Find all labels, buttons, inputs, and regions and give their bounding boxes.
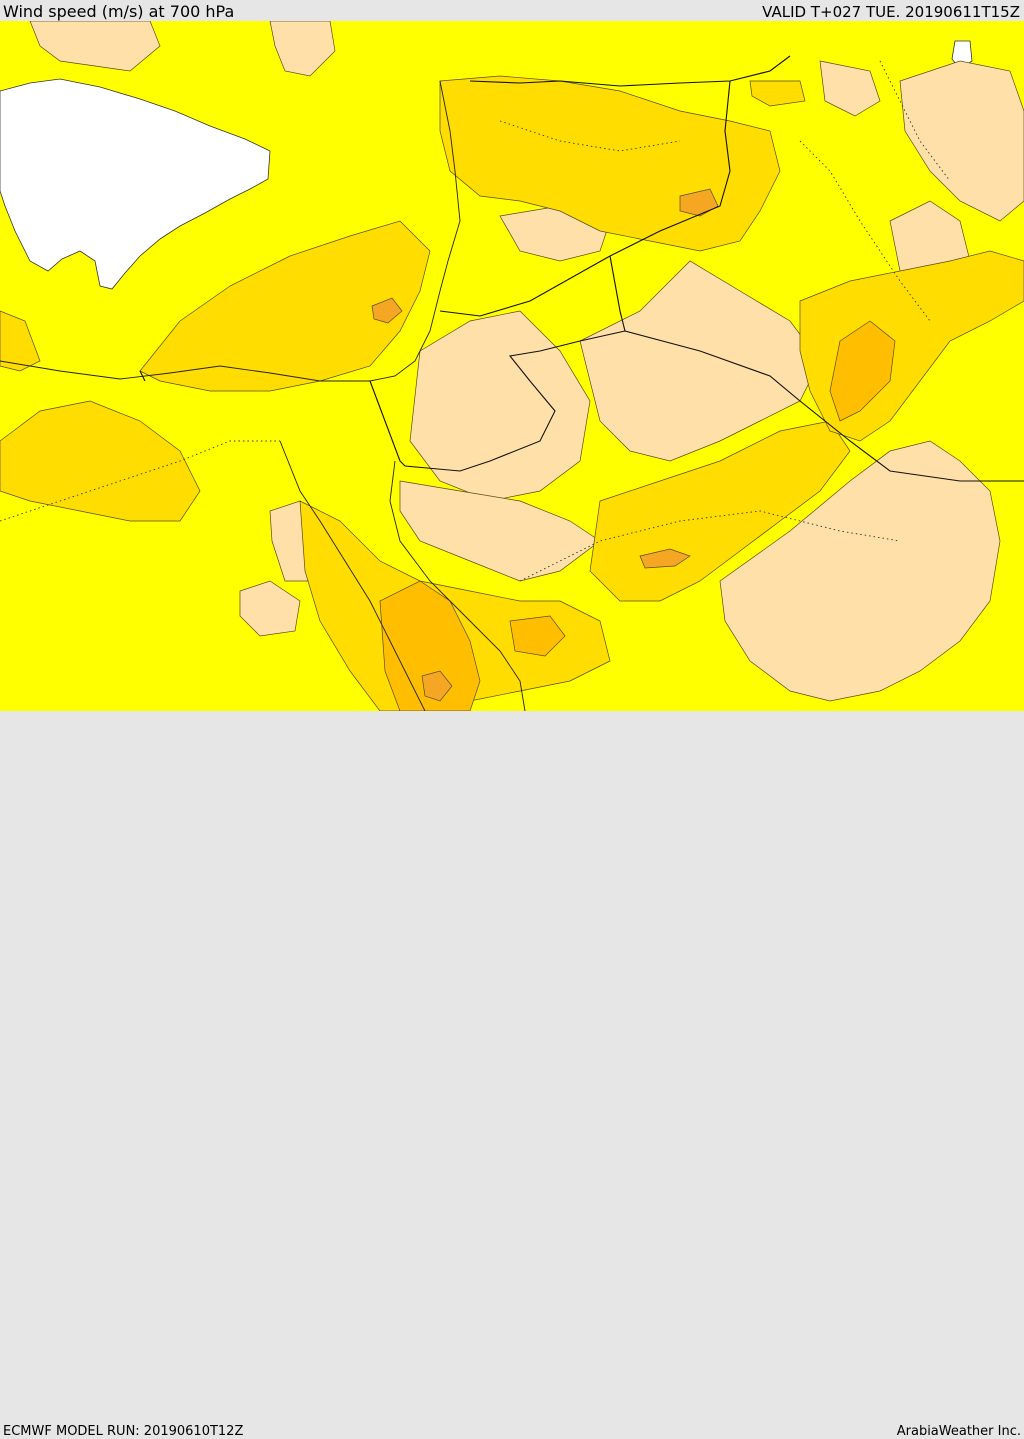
calm-zone-nw [29,21,161,72]
syria-turkey-border [469,55,791,87]
strongest-zone-levant-sea [371,297,403,324]
moderate-zone-north-iraq [749,80,806,107]
calm-zone-east [819,60,881,117]
saudi-internal-border [519,510,901,582]
mediterranean-sea [0,78,271,290]
calm-zone-jordan [409,310,591,502]
footer-bar: ECMWF MODEL RUN: 20190610T12Z ArabiaWeat… [0,711,1024,1439]
strong-zone-iraq [829,320,896,422]
calm-zone-north [269,21,336,77]
model-run-label: ECMWF MODEL RUN: 20190610T12Z [3,1424,244,1439]
egypt-internal-border [0,440,280,522]
credit-label: ArabiaWeather Inc. [896,1424,1021,1439]
jordan-saudi-border [404,330,626,472]
calm-zone-egypt [239,580,301,637]
calm-zone-saudi-north [399,480,601,582]
strong-zone-hejaz [509,615,566,657]
calm-zone-iran [899,60,1024,222]
red-sea-coastline [279,440,426,711]
syria-jordan-border [439,255,611,317]
egypt-sudan-border [139,370,146,382]
syria-iraq-border [609,80,731,257]
israel-egypt-border [369,380,406,467]
jordan-iraq-border [609,255,1024,482]
valid-time-label: VALID T+027 TUE. 20190611T15Z [762,3,1020,21]
iraq-internal-border [799,140,931,322]
strongest-zone-redsea [421,670,453,702]
header-bar: Wind speed (m/s) at 700 hPa VALID T+027 … [0,0,1024,21]
levant-coastline [369,80,461,382]
strong-zone-redsea-south [379,580,481,711]
strongest-zone-saudi [639,548,691,569]
moderate-zone-levant-sea [139,220,431,392]
red-sea-east-coastline [389,460,526,711]
syria-internal-border [499,120,681,152]
egypt-coastline [0,360,370,382]
moderate-zone-egypt-west [0,400,201,522]
map-title: Wind speed (m/s) at 700 hPa [3,2,235,21]
wind-speed-map[interactable] [0,21,1024,711]
